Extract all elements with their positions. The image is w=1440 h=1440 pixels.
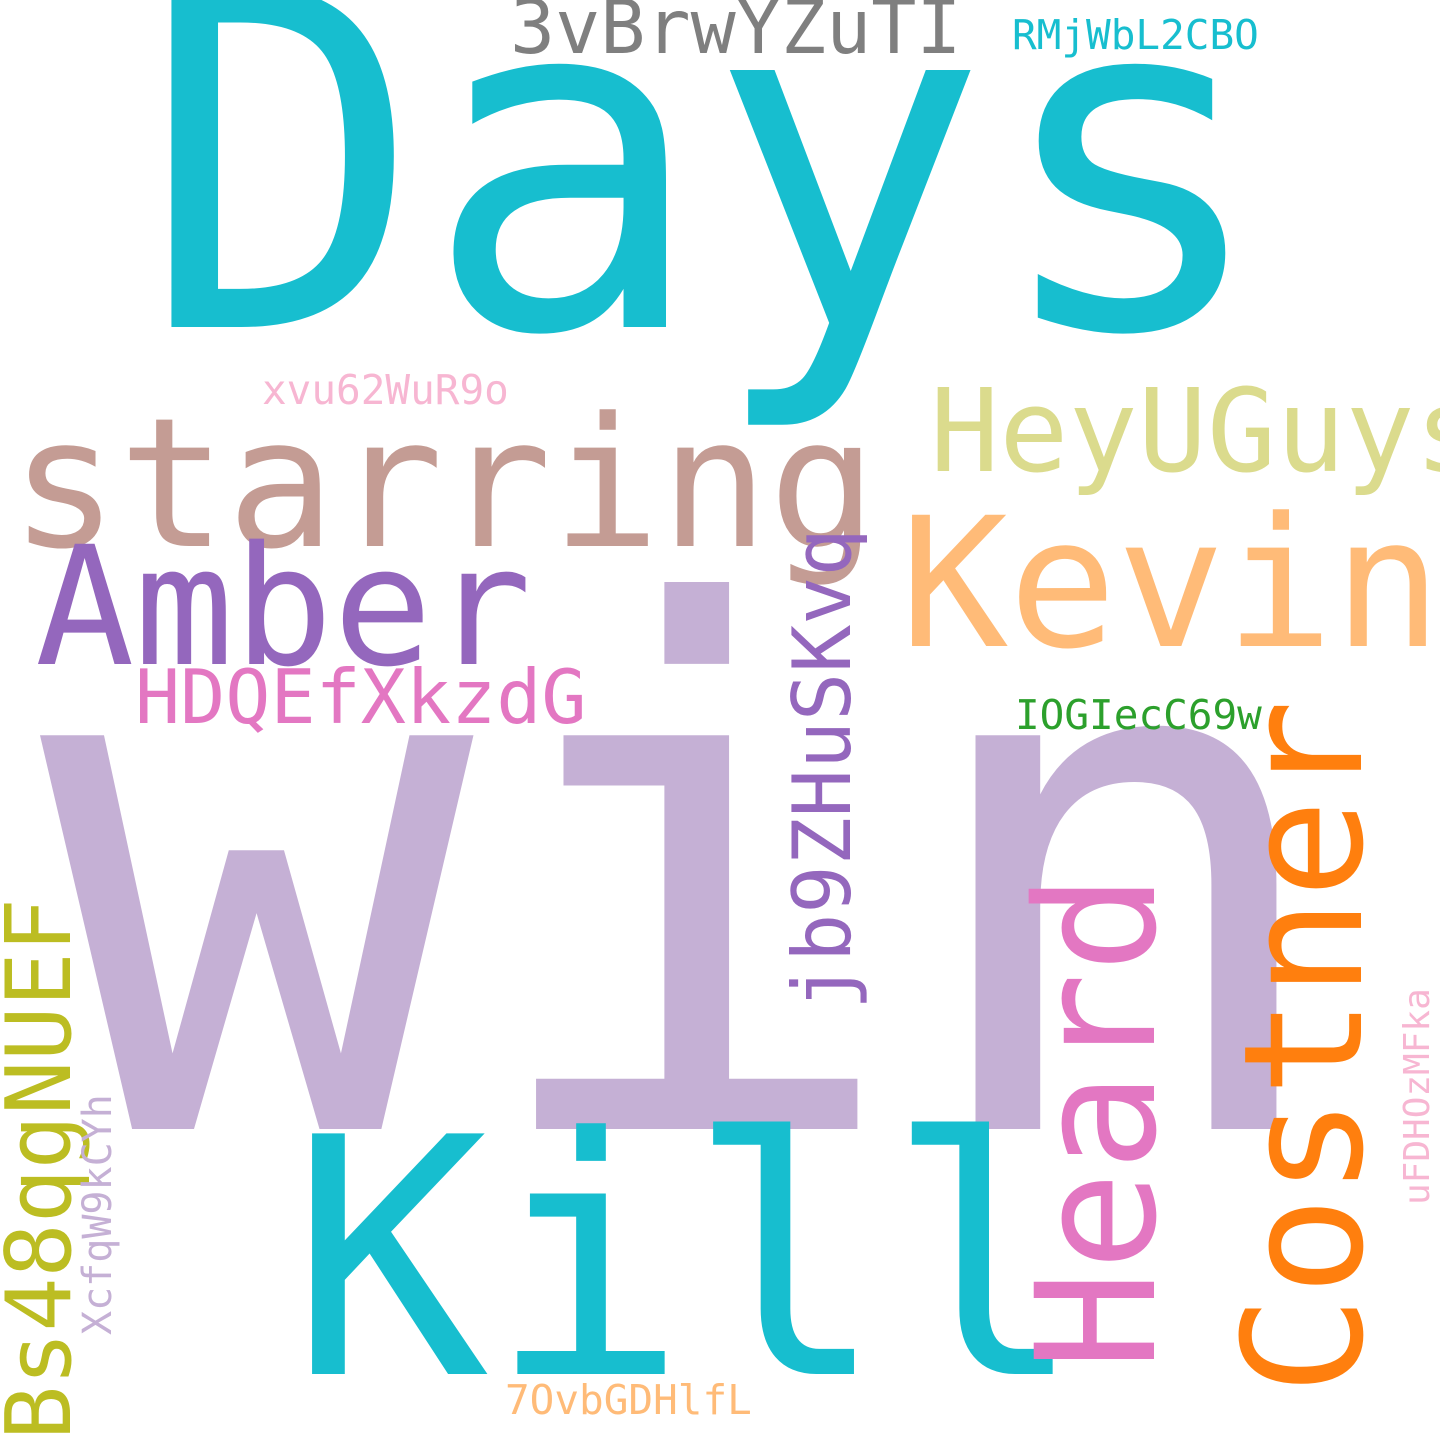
word-7ovbgdhlfl: 7OvbGDHlfL	[505, 1376, 752, 1424]
word-hdqefxkzdg: HDQEfXkzdG	[135, 653, 587, 741]
word-costner: Costner	[1208, 699, 1400, 1395]
word-starring: starring	[10, 380, 877, 589]
word-heard: Heard	[1001, 873, 1193, 1370]
word-jb9zhuskvq: jb9ZHuSKvq	[776, 528, 869, 1010]
word-heyuguys: HeyUGuys	[930, 365, 1440, 499]
word-rmjwbl2cbo: RMjWbL2CBO	[1012, 11, 1259, 59]
word-amber: Amber	[35, 511, 532, 703]
word-ufdhozmfka: uFDHOzMFka	[1397, 988, 1438, 1205]
word-bs48qgnuef: Bs48qgNUEF	[0, 898, 92, 1440]
word-days: Days	[140, 0, 1272, 438]
word-win: win	[40, 461, 1341, 1299]
word-xvu62wur9o: xvu62WuR9o	[262, 366, 509, 414]
word-iogiecc69w: IOGIecC69w	[1015, 691, 1262, 739]
word-kill: Kill	[290, 1068, 1085, 1440]
word-kevin: Kevin	[900, 480, 1440, 689]
word-3vbrwyzuti: 3vBrwYZuTI	[510, 0, 962, 71]
word-xcfqw9kcyh: XcfqW9kCYh	[75, 1094, 121, 1335]
